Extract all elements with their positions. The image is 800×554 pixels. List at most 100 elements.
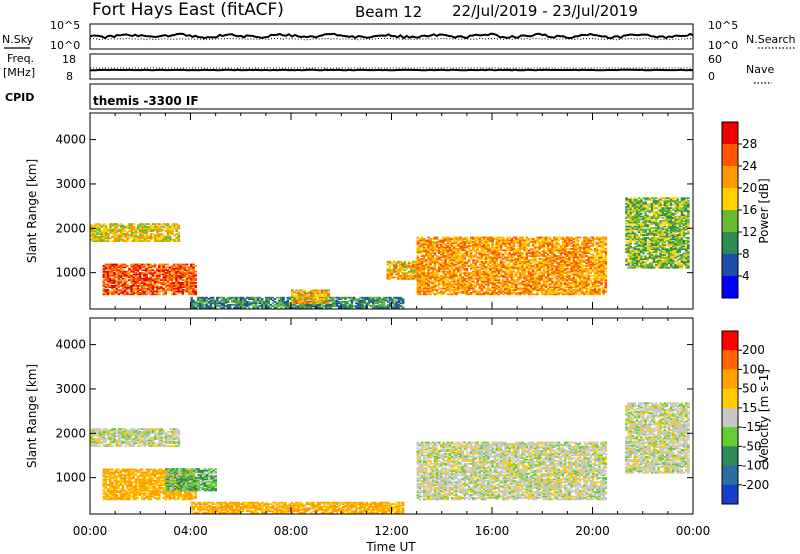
echo-cell — [531, 238, 535, 240]
echo-cell — [275, 302, 279, 305]
echo-cell — [149, 273, 152, 276]
echo-cell — [134, 238, 138, 241]
echo-cell — [470, 272, 473, 274]
echo-cell — [145, 290, 148, 293]
echo-cell — [145, 235, 148, 238]
echo-cell — [397, 306, 401, 309]
echo-cell — [346, 301, 349, 303]
echo-cell — [566, 270, 569, 273]
echo-cell — [173, 269, 176, 272]
echo-cell — [117, 290, 120, 293]
echo-cell — [117, 274, 120, 277]
echo-cell — [106, 292, 110, 294]
echo-cell — [310, 299, 313, 302]
echo-cell — [132, 234, 136, 237]
echo-cell — [162, 235, 166, 238]
echo-cell — [263, 302, 266, 305]
echo-cell — [117, 230, 121, 232]
echo-cell — [130, 228, 134, 231]
echo-cell — [104, 289, 108, 291]
echo-cell — [115, 292, 118, 294]
echo-cell — [354, 305, 358, 308]
echo-cell — [250, 296, 253, 299]
echo-cell — [168, 286, 172, 289]
power-echo-cells — [90, 197, 690, 309]
echo-cell — [211, 306, 215, 309]
echo-cell — [435, 284, 439, 287]
echo-cell — [123, 282, 127, 284]
echo-cell — [154, 234, 157, 237]
echo-cell — [102, 293, 106, 296]
echo-cell — [117, 283, 120, 286]
echo-cell — [286, 302, 290, 305]
echo-cell — [566, 279, 569, 281]
echo-cell — [226, 299, 230, 302]
echo-cell — [382, 299, 386, 302]
echo-cell — [109, 237, 112, 240]
echo-cell — [397, 303, 401, 306]
echo-cell — [156, 273, 159, 276]
echo-cell — [158, 277, 161, 280]
echo-cell — [166, 226, 170, 228]
echo-cell — [316, 300, 320, 303]
echo-cell — [372, 306, 375, 309]
echo-cell — [423, 238, 426, 240]
echo-cell — [145, 230, 148, 232]
echo-cell — [369, 299, 373, 302]
echo-cell — [286, 296, 290, 299]
echo-cell — [162, 289, 165, 291]
echo-cell — [372, 301, 375, 303]
echo-cell — [166, 224, 170, 227]
echo-cell — [113, 272, 116, 274]
echo-cell — [169, 240, 172, 242]
echo-cell — [96, 237, 99, 240]
echo-cell — [134, 227, 138, 230]
echo-cell — [337, 305, 341, 308]
echo-cell — [128, 287, 131, 290]
echo-cell — [183, 286, 187, 289]
echo-cell — [170, 267, 174, 270]
echo-cell — [106, 266, 110, 269]
echo-cell — [119, 223, 123, 225]
echo-cell — [181, 272, 185, 274]
echo-cell — [173, 286, 176, 289]
echo-cell — [226, 298, 230, 300]
echo-cell — [308, 292, 311, 295]
echo-cell — [239, 296, 243, 299]
echo-cell — [147, 266, 150, 269]
echo-cell — [149, 286, 152, 289]
echo-cell — [160, 224, 163, 227]
echo-cell — [158, 273, 161, 276]
echo-cell — [378, 301, 381, 303]
cpid-value: themis -3300 IF — [93, 94, 199, 108]
echo-cell — [314, 289, 317, 292]
echo-cell — [158, 263, 161, 266]
echo-cell — [126, 240, 129, 242]
echo-cell — [388, 265, 392, 267]
echo-cell — [119, 234, 123, 237]
echo-cell — [310, 298, 313, 300]
echo-cell — [122, 230, 125, 232]
echo-cell — [173, 273, 176, 276]
echo-cell — [395, 301, 398, 303]
echo-cell — [301, 296, 305, 299]
echo-cell — [519, 236, 522, 239]
echo-cell — [149, 233, 153, 235]
echo-cell — [149, 280, 152, 283]
echo-cell — [162, 282, 165, 284]
echo-cell — [143, 286, 146, 289]
echo-cell — [132, 292, 135, 294]
echo-cell — [143, 231, 146, 234]
echo-cell — [113, 290, 116, 293]
echo-cell — [320, 306, 324, 309]
echo-cell — [162, 263, 165, 266]
echo-cell — [185, 269, 189, 272]
echo-cell — [173, 234, 176, 237]
echo-cell — [138, 272, 142, 274]
echo-cell — [136, 265, 140, 267]
echo-cell — [203, 301, 206, 303]
echo-cell — [252, 305, 255, 308]
echo-cell — [119, 230, 123, 232]
echo-cell — [246, 305, 249, 308]
echo-cell — [416, 273, 420, 276]
